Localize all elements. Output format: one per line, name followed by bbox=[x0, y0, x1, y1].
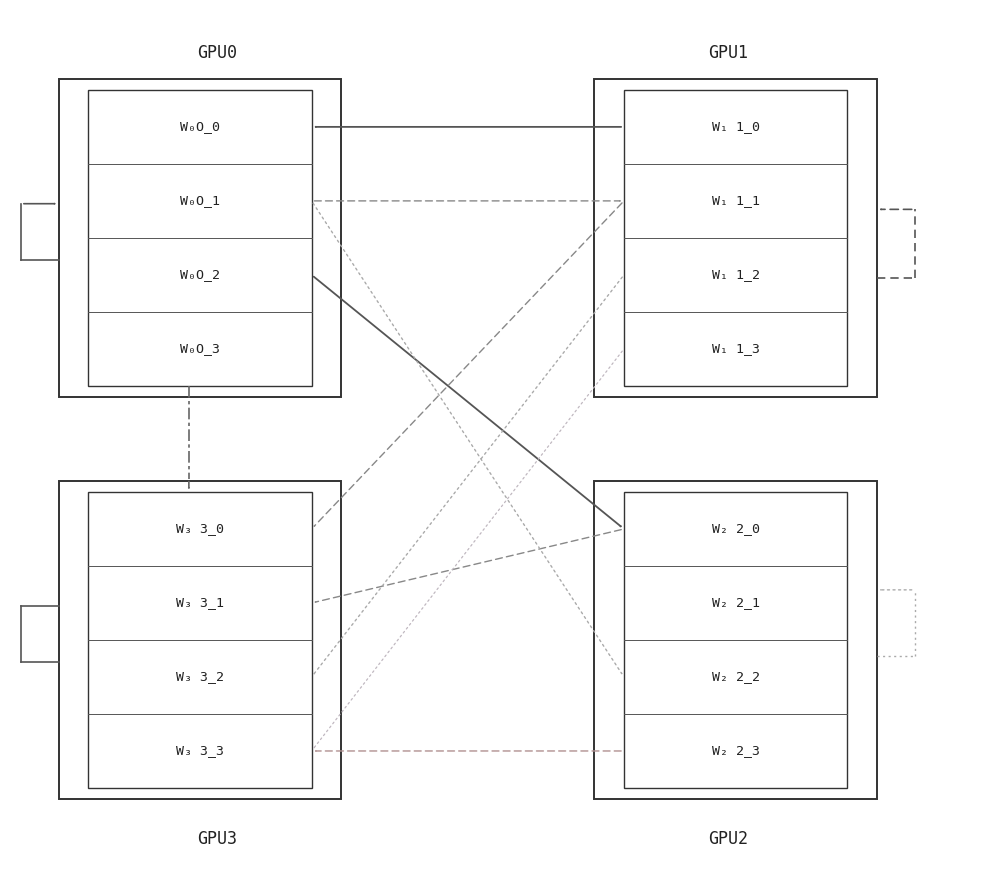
Bar bbox=[594, 79, 877, 398]
Text: W₂ 2_1: W₂ 2_1 bbox=[712, 597, 760, 609]
Text: W₃ 3_1: W₃ 3_1 bbox=[176, 597, 224, 609]
Text: W₁ 1_3: W₁ 1_3 bbox=[712, 343, 760, 355]
Text: W₀O_2: W₀O_2 bbox=[180, 268, 220, 281]
Text: W₁ 1_0: W₁ 1_0 bbox=[712, 120, 760, 134]
Bar bbox=[59, 482, 341, 799]
Text: W₃ 3_3: W₃ 3_3 bbox=[176, 745, 224, 757]
Text: GPU1: GPU1 bbox=[708, 44, 748, 62]
Text: W₀O_0: W₀O_0 bbox=[180, 120, 220, 134]
Text: GPU2: GPU2 bbox=[708, 830, 748, 848]
Bar bbox=[594, 482, 877, 799]
Bar bbox=[88, 90, 312, 386]
Text: W₃ 3_2: W₃ 3_2 bbox=[176, 671, 224, 683]
Text: W₁ 1_1: W₁ 1_1 bbox=[712, 194, 760, 208]
Text: W₃ 3_0: W₃ 3_0 bbox=[176, 523, 224, 535]
Bar bbox=[59, 79, 341, 398]
Text: W₀O_3: W₀O_3 bbox=[180, 343, 220, 355]
Text: W₂ 2_0: W₂ 2_0 bbox=[712, 523, 760, 535]
Bar bbox=[624, 492, 847, 788]
Text: GPU3: GPU3 bbox=[197, 830, 237, 848]
Text: W₂ 2_3: W₂ 2_3 bbox=[712, 745, 760, 757]
Text: W₁ 1_2: W₁ 1_2 bbox=[712, 268, 760, 281]
Text: W₀O_1: W₀O_1 bbox=[180, 194, 220, 208]
Text: GPU0: GPU0 bbox=[197, 44, 237, 62]
Bar bbox=[624, 90, 847, 386]
Text: W₂ 2_2: W₂ 2_2 bbox=[712, 671, 760, 683]
Bar bbox=[88, 492, 312, 788]
